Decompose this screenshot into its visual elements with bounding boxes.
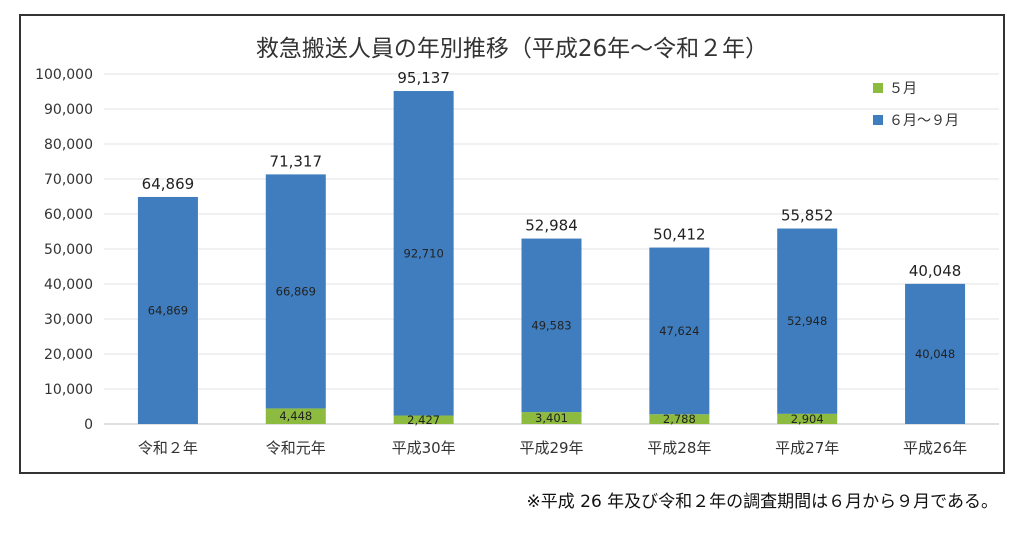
total-value-label: 50,412 — [653, 226, 706, 244]
bar-segment-june-september — [137, 196, 198, 424]
bar-segment-may — [393, 415, 454, 424]
segment-value-label: 52,948 — [787, 314, 827, 328]
bar-segment-june-september — [265, 174, 326, 409]
legend-swatch — [873, 83, 883, 93]
legend: ５月 ６月～９月 — [873, 81, 959, 129]
x-category-label: 平成28年 — [647, 439, 711, 457]
segment-value-label: 47,624 — [659, 324, 699, 338]
chart-title: 救急搬送人員の年別推移（平成26年～令和２年） — [256, 36, 768, 62]
legend-swatch — [873, 115, 883, 125]
y-tick-label: 60,000 — [44, 207, 93, 223]
bar-segment-may — [777, 413, 838, 424]
total-value-label: 52,984 — [525, 217, 578, 235]
y-tick-label: 30,000 — [44, 312, 93, 328]
y-tick-label: 20,000 — [44, 347, 93, 363]
total-value-label: 40,048 — [909, 262, 962, 280]
segment-value-label: 2,788 — [663, 412, 696, 426]
legend-label: ６月～９月 — [889, 113, 959, 129]
x-category-label: 令和２年 — [138, 439, 198, 457]
segment-value-label: 2,427 — [407, 413, 440, 427]
x-category-label: 令和元年 — [266, 439, 326, 457]
segment-value-label: 92,710 — [404, 246, 444, 260]
segment-value-label: 66,869 — [276, 284, 316, 298]
segment-value-label: 49,583 — [531, 318, 571, 332]
legend-label: ５月 — [889, 81, 917, 97]
y-tick-label: 80,000 — [44, 137, 93, 153]
bar-segment-june-september — [649, 247, 710, 415]
x-category-label: 平成27年 — [775, 439, 839, 457]
bar-chart: 救急搬送人員の年別推移（平成26年～令和２年） 0 10,000 20,000 30,… — [35, 36, 999, 457]
x-axis: 令和２年 令和元年 平成30年 平成29年 平成28年 平成27年 平成26年 — [138, 439, 967, 457]
bar-segment-may — [265, 408, 326, 424]
total-value-label: 95,137 — [397, 69, 450, 87]
bar-segment-may — [521, 412, 582, 424]
y-tick-label: 100,000 — [35, 67, 93, 83]
footnote: ※平成 26 年及び令和２年の調査期間は６月から９月である。 — [526, 492, 998, 512]
segment-value-label: 2,904 — [791, 412, 824, 426]
segment-value-label: 3,401 — [535, 411, 568, 425]
x-category-label: 平成26年 — [903, 439, 967, 457]
y-tick-label: 90,000 — [44, 102, 93, 118]
chart-frame: 救急搬送人員の年別推移（平成26年～令和２年） 0 10,000 20,000 30,… — [19, 14, 1005, 474]
y-tick-label: 50,000 — [44, 242, 93, 258]
y-tick-label: 10,000 — [44, 382, 93, 398]
segment-value-label: 64,869 — [148, 303, 188, 317]
x-category-label: 平成30年 — [392, 439, 456, 457]
bar-segment-may — [649, 414, 710, 424]
segment-value-label: 4,448 — [279, 409, 312, 423]
data-labels: 64,869 64,869 4,448 66,869 71,317 2,427 92,710… — [142, 69, 962, 427]
total-value-label: 55,852 — [781, 207, 834, 225]
bar-segment-june-september — [777, 228, 838, 414]
total-value-label: 71,317 — [270, 152, 323, 170]
bar-segment-june-september — [905, 283, 966, 424]
bar-segment-june-september — [521, 238, 582, 413]
total-value-label: 64,869 — [142, 175, 195, 193]
y-axis: 0 10,000 20,000 30,000 40,000 50,000 60,000 70,… — [35, 67, 93, 433]
bar-segment-june-september — [393, 91, 454, 416]
y-tick-label: 40,000 — [44, 277, 93, 293]
segment-value-label: 40,048 — [915, 347, 955, 361]
y-tick-label: 70,000 — [44, 172, 93, 188]
y-tick-label: 0 — [84, 417, 93, 433]
bars — [137, 91, 966, 424]
x-category-label: 平成29年 — [519, 439, 583, 457]
